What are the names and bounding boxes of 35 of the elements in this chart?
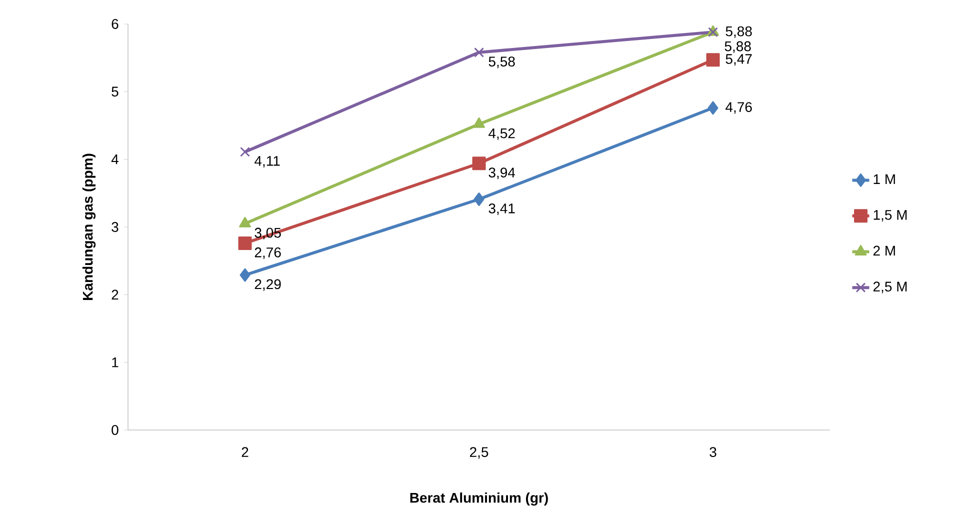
- legend-label: 2 M: [873, 246, 895, 256]
- x-tick-label: 3: [710, 447, 716, 458]
- data-label: 5,88: [726, 26, 752, 38]
- y-axis-title: Kandungan gas (ppm): [82, 154, 96, 300]
- y-tick-label: 4: [111, 154, 118, 164]
- data-label: 5,58: [488, 56, 515, 68]
- data-label: 3,41: [488, 203, 515, 216]
- y-tick-label: 6: [112, 19, 118, 29]
- point: [474, 47, 484, 58]
- point: [472, 156, 486, 170]
- legend-label: 1,5 M: [874, 210, 907, 222]
- y-tick-label: 2: [112, 290, 118, 300]
- data-label: 5,47: [726, 54, 752, 66]
- y-tick-label: 1: [112, 358, 118, 368]
- data-label: 5,88: [724, 41, 751, 53]
- legend-label: 2,5 M: [873, 282, 907, 294]
- y-tick-label: 5: [112, 86, 118, 97]
- data-label: 3,94: [488, 168, 516, 180]
- data-label: 4,52: [488, 128, 515, 140]
- x-tick-label: 2: [242, 447, 248, 457]
- x-axis-title: Berat Aluminium (gr): [410, 492, 548, 506]
- point: [706, 53, 720, 67]
- point: [240, 146, 250, 157]
- y-tick-label: 3: [112, 222, 118, 232]
- point: [238, 236, 252, 250]
- data-label: 4,76: [726, 102, 752, 114]
- data-label: 2,76: [254, 247, 281, 260]
- data-label: 2,29: [254, 279, 281, 291]
- point: [708, 101, 718, 115]
- data-label: 4,11: [254, 156, 280, 168]
- legend-label: 1 M: [874, 174, 895, 184]
- point: [474, 192, 484, 206]
- y-tick-label: 0: [112, 425, 118, 435]
- x-tick-label: 2,5: [470, 447, 488, 459]
- point: [240, 268, 250, 282]
